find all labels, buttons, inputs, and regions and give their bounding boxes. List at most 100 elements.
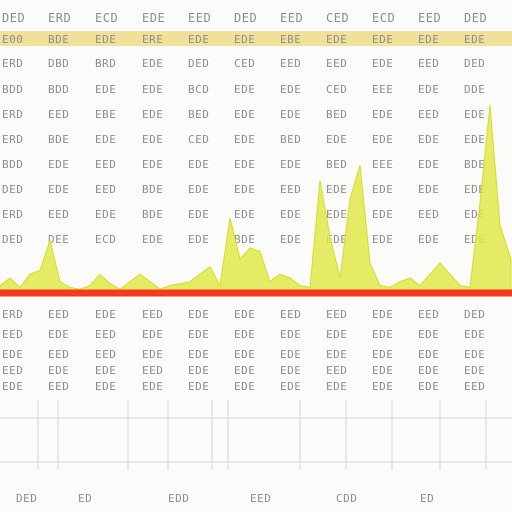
table-cell: EDE [326, 348, 348, 361]
table-cell: EDE [372, 308, 394, 321]
table-cell: DBD [48, 57, 70, 70]
table-cell: EDE [326, 183, 348, 196]
table-cell: ERE [142, 33, 164, 46]
table-cell: EDE [326, 133, 348, 146]
table-cell: EDE [95, 83, 117, 96]
table-cell: EDE [326, 208, 348, 221]
table-cell: EED [95, 158, 117, 171]
table-cell: EDE [234, 208, 256, 221]
table-cell: ERD [2, 208, 24, 221]
table-cell: DEE [48, 233, 70, 246]
table-cell: DED [188, 57, 210, 70]
table-cell: CED [326, 83, 348, 96]
bottom-label: CDD [336, 492, 358, 505]
area-series [0, 104, 512, 294]
table-cell: CED [234, 57, 256, 70]
bottom-label: ED [78, 492, 93, 505]
table-cell: EDE [418, 233, 440, 246]
table-cell: EDE [280, 233, 302, 246]
table-cell: BDD [48, 83, 70, 96]
table-cell: EEE [372, 83, 394, 96]
table-cell: EDE [372, 208, 394, 221]
table-cell: EDE [464, 33, 486, 46]
table-cell: EDE [234, 158, 256, 171]
table-cell: EDE [95, 380, 117, 393]
table-cell: BDE [464, 158, 486, 171]
table-cell: EDE [372, 108, 394, 121]
table-cell: EED [95, 183, 117, 196]
table-cell: BDE [48, 33, 70, 46]
table-cell: EDE [372, 57, 394, 70]
table-cell: EDE [95, 308, 117, 321]
table-cell: EED [142, 308, 164, 321]
bottom-label: ED [420, 492, 435, 505]
table-cell: BDD [2, 158, 24, 171]
table-cell: EED [48, 380, 70, 393]
table-cell: EDE [372, 183, 394, 196]
table-cell: EDE [280, 328, 302, 341]
table-cell: ECD [95, 233, 117, 246]
table-cell: EDE [142, 11, 166, 25]
table-cell: EDE [188, 308, 210, 321]
table-cell: ERD [2, 108, 24, 121]
table-cell: EED [95, 328, 117, 341]
table-cell: EDE [280, 208, 302, 221]
table-cell: DED [464, 11, 488, 25]
table-cell: EDE [142, 380, 164, 393]
table-cell: EDE [464, 328, 486, 341]
table-cell: EDE [142, 233, 164, 246]
table-cell: BDD [2, 83, 24, 96]
table-cell: EDE [464, 133, 486, 146]
gridlines [0, 400, 512, 470]
table-cell: ECD [372, 11, 396, 25]
table-cell: EDE [142, 133, 164, 146]
table-cell: EDE [418, 158, 440, 171]
table-cell: EBE [95, 108, 117, 121]
table-cell: EDE [280, 348, 302, 361]
table-cell: EDE [280, 158, 302, 171]
table-cell: EDE [234, 380, 256, 393]
table-cell: EDE [234, 328, 256, 341]
table-cell: EDE [418, 133, 440, 146]
bottom-label: EED [250, 492, 272, 505]
table-cell: DED [234, 11, 258, 25]
highlighted-row [0, 31, 512, 46]
table-cell: EDE [188, 183, 210, 196]
table-cell: EDE [48, 158, 70, 171]
table-cell: E00 [2, 33, 24, 46]
table-cell: EDE [418, 328, 440, 341]
table-cell: EDE [234, 183, 256, 196]
table-cell: EDE [95, 208, 117, 221]
table-cell: EDE [280, 83, 302, 96]
table-cell: EDE [48, 328, 70, 341]
table-cell: EDE [234, 133, 256, 146]
table-cell: EDE [372, 364, 394, 377]
table-cell: EED [418, 108, 440, 121]
table-cell: EED [2, 328, 24, 341]
table-cell: EDE [280, 380, 302, 393]
table-cell: DED [464, 57, 486, 70]
table-cell: EDE [188, 208, 210, 221]
table-cell: BDE [142, 183, 164, 196]
table-cell: ERD [48, 11, 72, 25]
table-cell: EED [95, 348, 117, 361]
table-cell: EDE [2, 380, 24, 393]
table-cell: CED [188, 133, 210, 146]
table-cell: BDE [234, 233, 256, 246]
table-cell: EDE [188, 33, 210, 46]
table-cell: BDE [48, 133, 70, 146]
table-cell: ECD [95, 11, 119, 25]
bottom-label: DED [16, 492, 38, 505]
table-cell: EDE [142, 158, 164, 171]
table-cell: EED [2, 364, 24, 377]
table-cell: EDE [464, 348, 486, 361]
table-cell: BED [280, 133, 302, 146]
table-cell: EED [418, 308, 440, 321]
table-cell: EBE [280, 33, 302, 46]
table-cell: EDE [234, 83, 256, 96]
table-cell: EDE [464, 183, 486, 196]
table-cell: EDE [188, 364, 210, 377]
table-cell: EDE [418, 183, 440, 196]
table-cell: EED [326, 308, 348, 321]
